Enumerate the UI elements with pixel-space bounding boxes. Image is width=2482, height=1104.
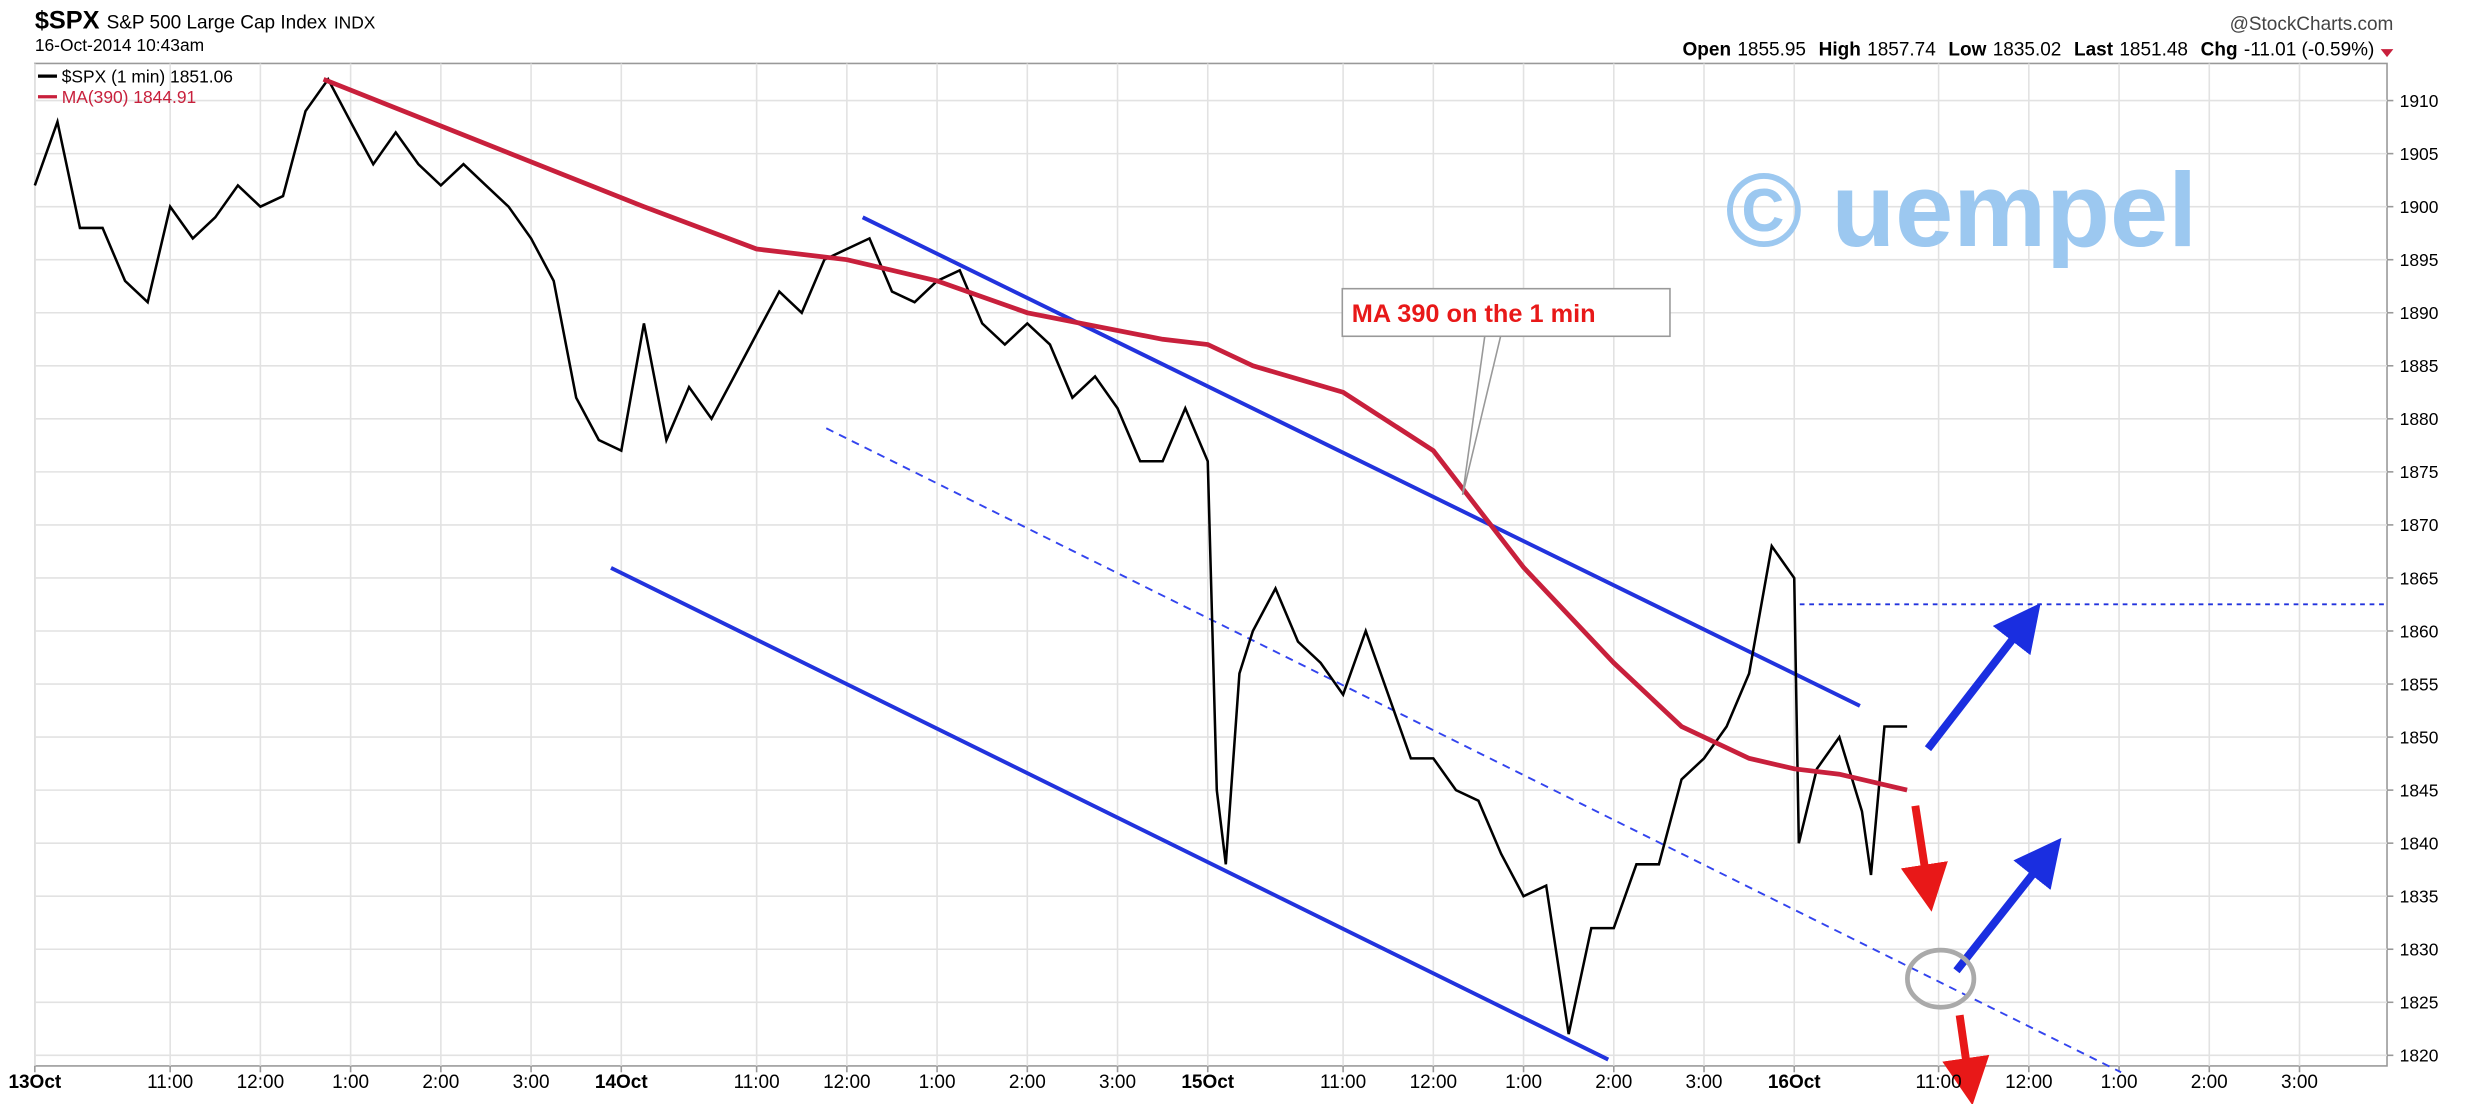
x-tick-label: 11:00: [1916, 1072, 1962, 1093]
x-tick-label: 1:00: [919, 1072, 956, 1093]
x-tick-label: 12:00: [823, 1072, 870, 1093]
callout-pointer: [1461, 336, 1502, 496]
y-tick-label: 1885: [2400, 356, 2439, 376]
x-tick-label: 1:00: [2101, 1072, 2138, 1093]
x-tick-label: 13Oct: [8, 1072, 61, 1093]
series-line: [322, 77, 1908, 793]
arrow-up: [1924, 602, 2041, 752]
x-tick-label: 2:00: [2191, 1072, 2228, 1093]
x-tick-label: 14Oct: [595, 1072, 648, 1093]
y-tick-label: 1875: [2400, 462, 2439, 482]
series-line: [33, 76, 1908, 1035]
legend-label: MA(390) 1844.91: [62, 87, 196, 107]
chg-icon: [2380, 49, 2394, 58]
y-tick-label: 1840: [2400, 833, 2439, 853]
y-tick-label: 1900: [2400, 197, 2439, 217]
arrow-down: [1942, 1014, 1990, 1104]
subtitle: S&P 500 Large Cap Index: [107, 13, 328, 34]
callout-text: MA 390 on the 1 min: [1352, 300, 1596, 328]
x-tick-label: 11:00: [1320, 1072, 1366, 1093]
stats: Open 1855.95 High 1857.74 Low 1835.02 Last 1851…: [1683, 40, 2375, 61]
x-tick-label: 12:00: [1410, 1072, 1457, 1093]
x-tick-label: 12:00: [237, 1072, 284, 1093]
highlight-circle: [1905, 947, 1977, 1010]
x-tick-label: 2:00: [1009, 1072, 1046, 1093]
stat-value: 1855.95: [1737, 40, 1806, 61]
stat-value: -11.01 (-0.59%): [2244, 40, 2374, 61]
callout-box: [1341, 287, 1671, 338]
y-tick-label: 1905: [2400, 144, 2439, 164]
title: $SPX S&P 500 Large Cap Index INDX: [35, 7, 376, 35]
x-tick-label: 3:00: [513, 1072, 550, 1093]
y-tick-label: 1865: [2400, 568, 2439, 588]
exchange: INDX: [334, 13, 376, 33]
ticker: $SPX: [35, 7, 100, 35]
y-tick-label: 1835: [2400, 887, 2439, 907]
x-tick-label: 2:00: [1595, 1072, 1632, 1093]
y-tick-label: 1820: [2400, 1046, 2439, 1066]
channel-bottom: [610, 566, 1610, 1062]
channel-top: [861, 215, 1861, 708]
x-tick-label: 16Oct: [1768, 1072, 1821, 1093]
x-tick-label: 3:00: [1099, 1072, 1136, 1093]
x-tick-label: 2:00: [422, 1072, 459, 1093]
x-tick-label: 15Oct: [1181, 1072, 1234, 1093]
arrow-down: [1900, 805, 1948, 912]
x-tick-label: 3:00: [1686, 1072, 1723, 1093]
stat-value: 1857.74: [1867, 40, 1936, 61]
date: 16-Oct-2014 10:43am: [35, 35, 204, 55]
y-tick-label: 1825: [2400, 993, 2439, 1013]
y-tick-label: 1895: [2400, 250, 2439, 270]
y-tick-label: 1845: [2400, 780, 2439, 800]
y-tick-label: 1850: [2400, 727, 2439, 747]
y-tick-label: 1910: [2400, 91, 2439, 111]
source: @StockCharts.com: [2230, 14, 2394, 35]
stat-label: Open: [1683, 40, 1732, 61]
watermark: © uempel: [1725, 152, 2197, 269]
x-tick-label: 11:00: [734, 1072, 780, 1093]
y-tick-label: 1870: [2400, 515, 2439, 535]
stat-value: 1835.02: [1993, 40, 2062, 61]
x-tick-label: 3:00: [2281, 1072, 2318, 1093]
y-tick-label: 1855: [2400, 674, 2439, 694]
stat-label: Chg: [2201, 40, 2238, 61]
y-tick-label: 1830: [2400, 940, 2439, 960]
stat-label: Low: [1948, 40, 1986, 61]
x-tick-label: 1:00: [332, 1072, 369, 1093]
stat-label: Last: [2074, 40, 2114, 61]
x-tick-label: 11:00: [147, 1072, 193, 1093]
y-tick-label: 1860: [2400, 621, 2439, 641]
x-tick-label: 1:00: [1505, 1072, 1542, 1093]
stat-value: 1851.48: [2119, 40, 2188, 61]
y-tick-label: 1890: [2400, 303, 2439, 323]
y-tick-label: 1880: [2400, 409, 2439, 429]
series: [33, 76, 1908, 1035]
stat-label: High: [1819, 40, 1861, 61]
x-tick-label: 12:00: [2005, 1072, 2052, 1093]
legend-label: $SPX (1 min) 1851.06: [62, 66, 233, 86]
arrow-up: [1953, 837, 2062, 974]
